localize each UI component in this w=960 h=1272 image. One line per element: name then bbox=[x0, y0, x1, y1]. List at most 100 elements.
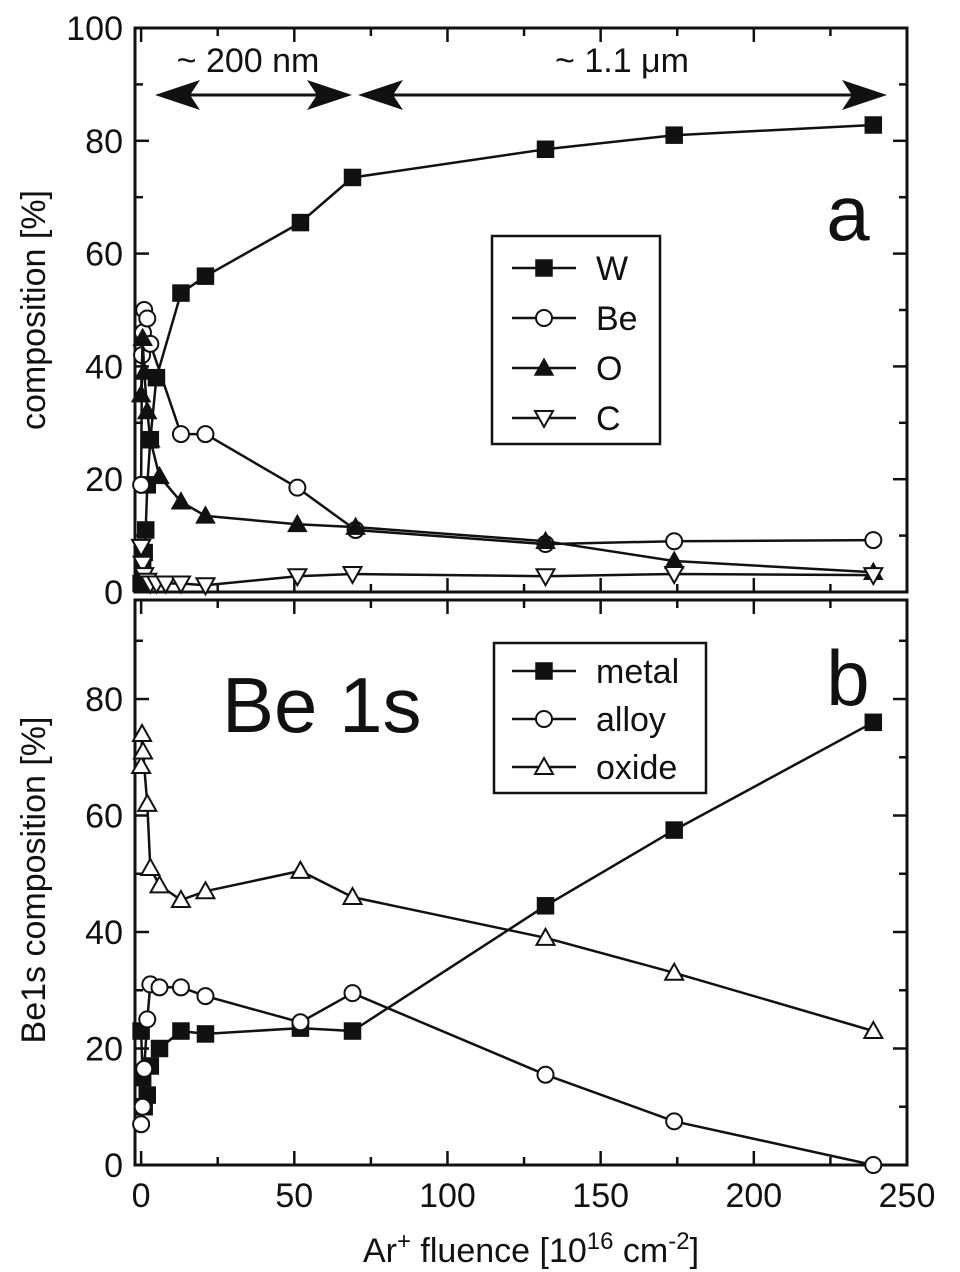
panel-a-ytick-label: 40 bbox=[85, 348, 123, 386]
panel-b-ylabel: Be1s composition [%] bbox=[15, 717, 53, 1044]
legend-alloy-label: alloy bbox=[596, 701, 666, 739]
legend-W-marker bbox=[535, 259, 553, 277]
series-C-point bbox=[663, 565, 685, 585]
series-oxide-point bbox=[341, 886, 364, 906]
panel-a-series bbox=[130, 116, 885, 597]
panel-b-xtick-label: 200 bbox=[725, 1177, 782, 1215]
series-metal-point bbox=[150, 1039, 169, 1058]
panel-b-xtick-label: 250 bbox=[879, 1177, 936, 1215]
series-oxide-point bbox=[131, 722, 153, 742]
panel-a-ytick-label: 0 bbox=[104, 574, 123, 612]
panel-b-ytick-label: 60 bbox=[85, 798, 123, 836]
series-C-point bbox=[130, 538, 152, 558]
series-oxide-point bbox=[130, 754, 152, 775]
series-oxide bbox=[130, 722, 885, 1040]
series-W-point bbox=[665, 126, 683, 144]
series-metal-point bbox=[172, 1022, 190, 1040]
series-Be-point bbox=[132, 475, 151, 494]
series-metal-point bbox=[196, 1025, 215, 1043]
series-oxide-point bbox=[663, 961, 685, 981]
series-alloy-point bbox=[135, 1059, 154, 1078]
series-alloy-point bbox=[665, 1112, 684, 1131]
legend-O-label: O bbox=[596, 350, 622, 388]
panel-b-ytick-label: 40 bbox=[85, 914, 123, 952]
series-Be-point bbox=[665, 532, 684, 551]
panel-a-letter: a bbox=[826, 169, 870, 257]
panel-b-xtick-label: 150 bbox=[572, 1177, 629, 1215]
series-C-point bbox=[131, 555, 154, 575]
series-O-point bbox=[345, 516, 366, 535]
series-O-point bbox=[130, 384, 152, 403]
series-alloy-point bbox=[291, 1013, 310, 1032]
series-alloy-point bbox=[150, 978, 169, 997]
series-O-point bbox=[132, 327, 153, 346]
panel-b-ytick-label: 0 bbox=[104, 1147, 123, 1185]
legend-metal-marker bbox=[535, 662, 553, 680]
series-oxide-point bbox=[862, 1019, 885, 1040]
series-Be-point bbox=[138, 309, 157, 328]
series-W-point bbox=[343, 168, 362, 187]
series-oxide-point bbox=[194, 880, 217, 900]
series-O-point bbox=[140, 429, 161, 448]
series-metal-point bbox=[864, 713, 883, 732]
series-oxide-point bbox=[148, 874, 171, 894]
panel-a-ytick-label: 100 bbox=[66, 10, 123, 48]
panel-b-letter: b bbox=[826, 634, 869, 722]
panel-b-legend: metal alloy oxide bbox=[492, 641, 708, 795]
series-W-point bbox=[536, 140, 555, 159]
series-oxide-point bbox=[136, 792, 158, 812]
series-W-point bbox=[864, 116, 883, 134]
legend-C-label: C bbox=[596, 400, 621, 438]
series-alloy-point bbox=[864, 1156, 883, 1174]
depth-annotation-200nm: ~ 200 nm bbox=[155, 42, 352, 110]
panel-b-xtick-label: 0 bbox=[132, 1177, 151, 1215]
series-O-point bbox=[149, 465, 170, 485]
series-alloy-line bbox=[139, 983, 874, 1167]
panel-a-ytick-label: 60 bbox=[85, 236, 123, 274]
series-alloy bbox=[132, 975, 883, 1174]
panel-a-legend-box bbox=[490, 234, 662, 446]
panel-b-ytick-label: 80 bbox=[85, 681, 123, 719]
panel-a-ytick-label: 20 bbox=[85, 461, 123, 499]
legend-oxide-marker bbox=[533, 755, 555, 775]
series-O-point bbox=[133, 361, 155, 380]
series-oxide-point bbox=[139, 856, 162, 876]
legend-oxide-label: oxide bbox=[596, 749, 677, 787]
series-C-point bbox=[154, 575, 177, 595]
series-alloy-point bbox=[196, 987, 215, 1006]
series-oxide-point bbox=[132, 740, 154, 760]
series-W-point bbox=[291, 213, 310, 232]
panel-b-xtick-label: 100 bbox=[419, 1177, 476, 1215]
series-C-point bbox=[286, 568, 309, 588]
legend-O-marker bbox=[533, 357, 555, 376]
series-alloy-point bbox=[132, 1115, 151, 1134]
panel-a-ylabel: composition [%] bbox=[15, 190, 53, 430]
legend-alloy-marker bbox=[535, 710, 553, 728]
series-oxide-point bbox=[289, 859, 312, 879]
legend-C-marker bbox=[533, 410, 555, 430]
series-W-point bbox=[172, 284, 190, 302]
panel-b-series bbox=[130, 713, 885, 1174]
panel-b-ytick-label: 20 bbox=[85, 1031, 123, 1069]
panel-a-ytick-label: 80 bbox=[85, 123, 123, 161]
depth-annotation-1um: ~ 1.1 μm bbox=[358, 42, 887, 110]
series-Be-point bbox=[864, 531, 883, 550]
series-O-point bbox=[535, 530, 556, 549]
panel-a-legend: W Be OC bbox=[490, 234, 662, 446]
series-alloy-point bbox=[133, 1097, 152, 1116]
legend-W-label: W bbox=[596, 250, 628, 288]
x-axis-label: Ar+ fluence [1016 cm-2] bbox=[363, 1228, 699, 1270]
legend-Be-label: Be bbox=[596, 300, 638, 338]
panel-b-frame bbox=[133, 598, 909, 1167]
series-oxide-point bbox=[534, 926, 557, 946]
series-C-point bbox=[534, 568, 557, 588]
series-Be-point bbox=[196, 425, 215, 444]
series-C-point bbox=[170, 575, 192, 595]
series-oxide-point bbox=[170, 888, 192, 908]
series-C-point bbox=[862, 567, 885, 587]
series-Be-point bbox=[288, 478, 307, 497]
legend-Be-marker bbox=[535, 309, 553, 327]
annotation-1um: ~ 1.1 μm bbox=[555, 42, 689, 80]
series-alloy-point bbox=[138, 1010, 157, 1029]
